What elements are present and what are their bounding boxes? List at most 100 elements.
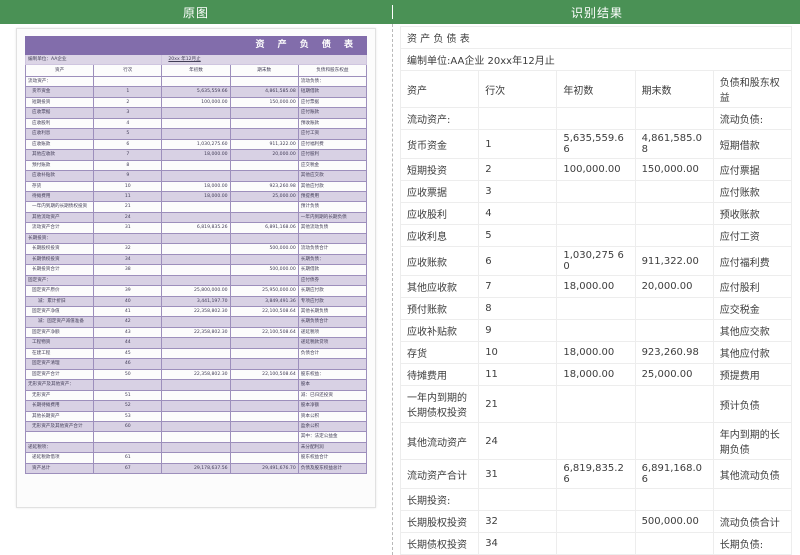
result-table-row[interactable]: 流动资产: 流动负债: <box>400 107 793 130</box>
original-cell-liability: 应付债券 <box>297 274 368 287</box>
original-cell-ending <box>229 431 299 443</box>
result-table-row[interactable]: 长期股权投资 32 500,000.00 流动负债合计 <box>400 510 793 533</box>
result-cell-asset: 其他流动资产 <box>400 422 480 460</box>
original-cell-liability: 长期借款 <box>297 264 368 276</box>
result-table[interactable]: 资 产 负 债 表 编制单位:AA企业 20xx年12月止 资产 行次 年初数 … <box>400 26 793 555</box>
original-table-row: 流动资产： 流动负债： <box>24 75 368 88</box>
original-cell-liability: 其他应付款 <box>297 180 368 193</box>
original-cell-lineno: 38 <box>93 264 163 276</box>
result-cell-ending <box>634 422 714 460</box>
result-table-row[interactable]: 应收利息 5 应付工资 <box>400 224 793 247</box>
original-cell-beginning <box>161 420 231 433</box>
result-table-row[interactable]: 其他流动资产 24 年内到期的长期负债 <box>400 422 793 460</box>
result-table-row[interactable]: 应收票据 3 应付账款 <box>400 180 793 203</box>
result-table-row[interactable]: 待摊费用 11 18,000.00 25,000.00 预提费用 <box>400 363 793 386</box>
original-table-body: 资 产 负 债 表 编制单位：AA企业 20xx 年12月止 资产 <box>24 36 368 475</box>
result-table-row[interactable]: 长期债权投资 34 长期负债: <box>400 532 793 555</box>
original-cell-ending: 29,491,676.70 <box>229 462 299 475</box>
result-table-row[interactable]: 一年内到期的长期债权投资 21 预计负债 <box>400 385 793 423</box>
original-cell-ending <box>229 347 299 360</box>
original-cell-ending <box>229 389 299 402</box>
original-cell-beginning <box>161 347 231 360</box>
original-cell-beginning <box>161 316 231 328</box>
result-cell-ending: 20,000.00 <box>634 275 714 298</box>
result-cell-beginning <box>556 297 636 320</box>
original-cell-liability: 应付股利 <box>297 149 368 161</box>
original-cell-beginning: 1,030,275.60 <box>161 138 231 151</box>
original-cell-beginning <box>161 400 231 412</box>
result-cell-liability: 预收账款 <box>712 202 793 225</box>
original-cell-liability: 一年内到期的长期负债 <box>297 211 368 224</box>
original-image-pane[interactable]: 资 产 负 债 表 编制单位：AA企业 20xx 年12月止 资产 <box>0 24 392 555</box>
result-table-row[interactable]: 长期投资: <box>400 488 793 511</box>
result-col-liabilities: 负债和股东权益 <box>712 70 793 108</box>
result-table-row[interactable]: 货币资金 1 5,635,559.66 4,861,585.08 短期借款 <box>400 129 793 159</box>
original-cell-lineno: 45 <box>93 347 163 360</box>
original-cell-asset: 固定资产净额 <box>24 326 95 339</box>
original-cell-lineno: 39 <box>93 285 163 297</box>
original-cell-ending <box>229 107 299 119</box>
panel-headers: 原图 识别结果 <box>0 0 800 24</box>
original-cell-ending <box>229 170 299 182</box>
original-cell-liability: 盈余公积 <box>297 420 368 433</box>
original-cell-ending: 500,000.00 <box>229 243 299 255</box>
result-cell-beginning <box>556 422 636 460</box>
original-cell-lineno: 46 <box>93 358 163 370</box>
result-table-row[interactable]: 应收账款 6 1,030,275 60 911,322.00 应付福利费 <box>400 246 793 276</box>
original-cell-liability: 递延税项 <box>297 326 368 339</box>
result-table-row[interactable]: 存货 10 18,000.00 923,260.98 其他应付款 <box>400 341 793 364</box>
result-table-row[interactable]: 其他应收款 7 18,000.00 20,000.00 应付股利 <box>400 275 793 298</box>
original-cell-ending <box>229 452 299 464</box>
result-table-row[interactable]: 应收补贴款 9 其他应交款 <box>400 319 793 342</box>
result-table-row[interactable]: 预付账款 8 应交税金 <box>400 297 793 320</box>
original-cell-ending: 150,000.00 <box>229 96 299 109</box>
result-cell-lineno: 24 <box>478 422 558 460</box>
original-cell-liability: 预提费用 <box>297 190 368 203</box>
result-cell-asset: 应收补贴款 <box>400 319 480 342</box>
original-cell-beginning <box>161 117 231 130</box>
result-table-row[interactable]: 短期投资 2 100,000.00 150,000.00 应付票据 <box>400 158 793 181</box>
original-cell-ending: 20,000.00 <box>229 149 299 161</box>
original-cell-lineno: 67 <box>93 462 163 475</box>
original-cell-lineno: 21 <box>93 201 163 213</box>
result-cell-asset: 存货 <box>400 341 480 364</box>
result-cell-lineno: 6 <box>478 246 558 276</box>
result-scroll-area[interactable]: 资 产 负 债 表 编制单位:AA企业 20xx年12月止 资产 行次 年初数 … <box>400 26 798 555</box>
original-cell-asset: 长期投资合计 <box>24 264 95 276</box>
original-table-row: 应收利息 5 应付工资 <box>24 128 368 140</box>
original-cell-ending: 25,950,000.00 <box>229 285 299 297</box>
original-cell-beginning <box>161 441 231 454</box>
original-cell-lineno: 1 <box>93 86 163 98</box>
original-table-row: 短期投资 2 100,000.00 150,000.00 应付票据 <box>24 96 368 109</box>
original-table-row: 长期投资： <box>24 232 368 245</box>
original-cell-lineno: 41 <box>93 305 163 318</box>
original-panel-header: 原图 <box>0 0 392 24</box>
original-cell-beginning <box>161 211 231 224</box>
result-table-row[interactable]: 流动资产合计 31 6,819,835.26 6,891,168.06 其他流动负债 <box>400 459 793 489</box>
original-cell-liability: 负债及股东权益总计 <box>297 462 368 475</box>
original-cell-asset: 固定资产原价 <box>24 285 95 297</box>
original-table-row: 其他流动资产 24 一年内到期的长期负债 <box>24 211 368 224</box>
result-cell-beginning <box>556 532 636 555</box>
result-cell-lineno: 34 <box>478 532 558 555</box>
original-cell-liability: 递延税款贷项 <box>297 337 368 349</box>
original-cell-liability <box>297 358 368 370</box>
result-cell-liability <box>712 488 793 511</box>
result-cell-lineno: 4 <box>478 202 558 225</box>
original-cell-lineno: 40 <box>93 295 163 307</box>
original-document-title: 资 产 负 债 表 <box>25 36 367 55</box>
result-cell-ending: 6,891,168.06 <box>634 459 714 489</box>
original-cell-beginning: 3,441,197.70 <box>161 295 231 307</box>
original-cell-lineno: 44 <box>93 337 163 349</box>
original-cell-liability: 短期借款 <box>297 86 368 98</box>
original-cell-asset: 长期债权投资 <box>24 253 95 266</box>
original-cell-lineno: 8 <box>93 159 163 172</box>
original-cell-lineno: 11 <box>93 190 163 203</box>
original-cell-liability: 流动负债合计 <box>297 243 368 255</box>
original-period: 20xx 年12月止 <box>168 57 201 62</box>
result-table-row[interactable]: 应收股利 4 预收账款 <box>400 202 793 225</box>
result-col-ending: 期末数 <box>634 70 714 108</box>
original-cell-asset: 存货 <box>24 180 95 193</box>
recognition-result-pane[interactable]: 资 产 负 债 表 编制单位:AA企业 20xx年12月止 资产 行次 年初数 … <box>394 24 800 555</box>
